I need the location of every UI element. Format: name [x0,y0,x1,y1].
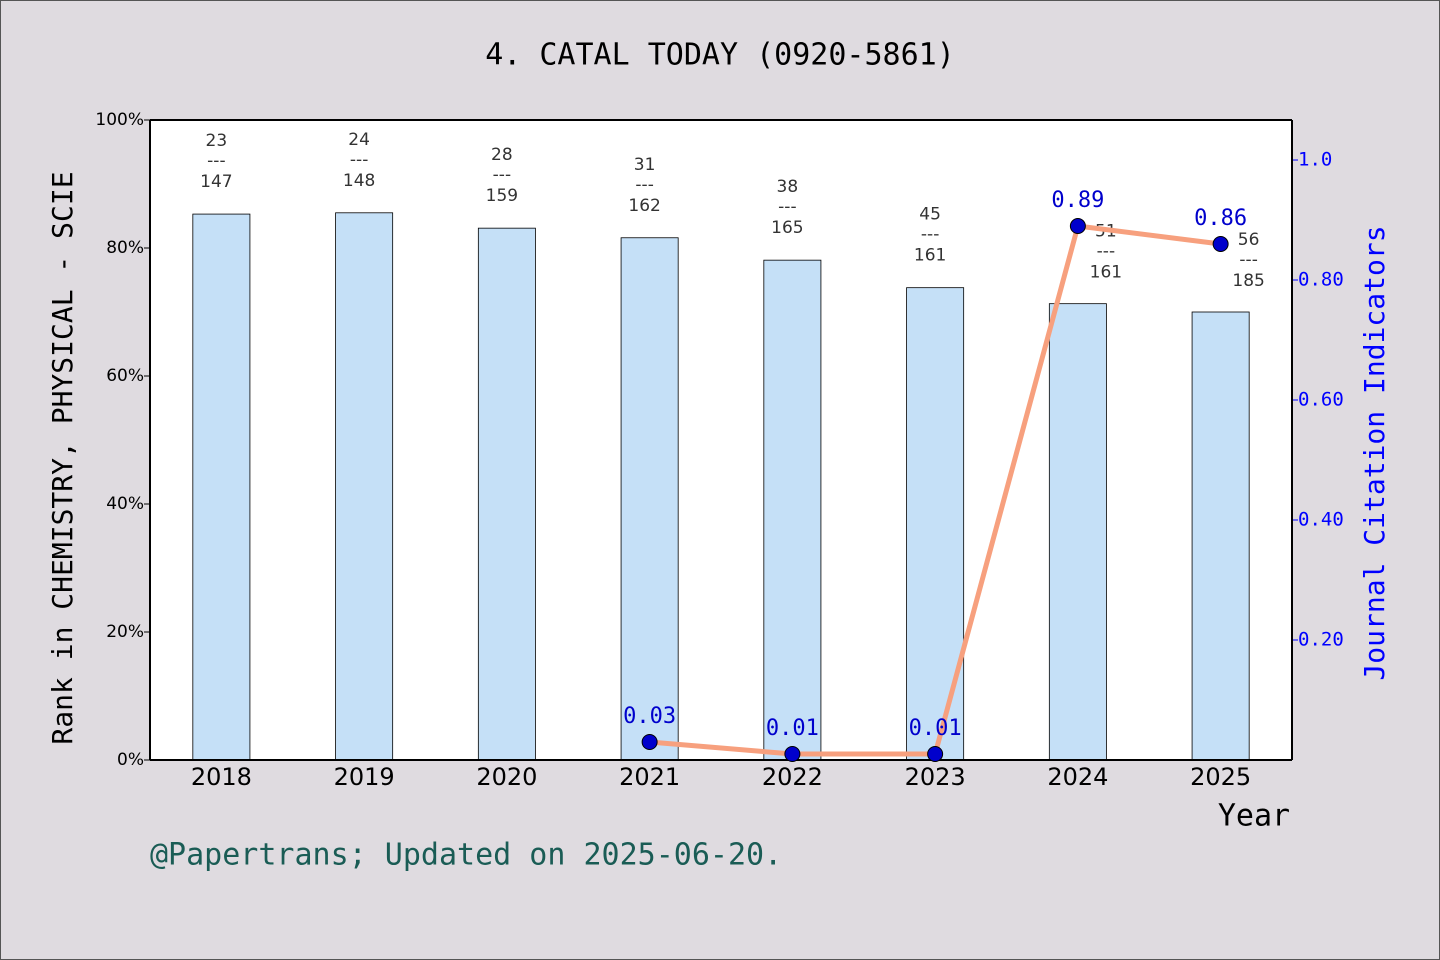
rank-separator: --- [1239,250,1257,270]
y-tick-label: 20% [106,622,144,642]
value-label: 0.01 [766,716,819,741]
plot-area [150,120,1292,760]
total-label: 165 [771,218,803,238]
line-marker [1212,236,1229,253]
total-label: 161 [1090,263,1122,283]
x-tick-label: 2024 [1047,763,1108,791]
line-marker [1069,218,1086,235]
value-label: 0.89 [1051,188,1104,213]
x-tick-label: 2023 [905,763,966,791]
line-marker [784,746,801,763]
bar [763,259,822,761]
x-tick-label: 2025 [1190,763,1251,791]
x-tick-label: 2019 [334,763,395,791]
chart-title: 4. CATAL TODAY (0920-5861) [485,38,955,73]
value-label: 0.01 [909,716,962,741]
x-tick-label: 2022 [762,763,823,791]
line-marker [927,746,944,763]
rank-separator: --- [778,197,796,217]
bar [477,227,536,761]
x-axis-label: Year [1218,799,1290,834]
rank-separator: --- [493,165,511,185]
value-label: 0.86 [1194,206,1247,231]
total-label: 161 [914,246,946,266]
footer: @Papertrans; Updated on 2025-06-20. [150,838,782,873]
rank-label: 28 [491,145,513,165]
total-label: 162 [628,196,660,216]
rank-label: 56 [1238,230,1260,250]
rank-label: 24 [348,130,370,150]
total-label: 159 [486,186,518,206]
bar [335,212,394,761]
y2-tick-label: 0.80 [1298,269,1344,291]
y-tick-label: 100% [95,110,144,130]
x-tick-label: 2020 [476,763,537,791]
rank-label: 23 [206,131,228,151]
rank-separator: --- [635,175,653,195]
bar [1048,303,1107,761]
bar [1191,311,1250,761]
y-tick-label: 40% [106,494,144,514]
y2-tick-label: 0.60 [1298,389,1344,411]
y2-tick-label: 0.40 [1298,509,1344,531]
bar [192,213,251,761]
y2-axis-label: Journal Citation Indicators [1358,225,1391,680]
y-axis-label: Rank in CHEMISTRY, PHYSICAL - SCIE [46,171,79,744]
y2-tick-label: 0.20 [1298,629,1344,651]
line-marker [641,734,658,751]
rank-separator: --- [350,150,368,170]
rank-separator: --- [1097,242,1115,262]
y-tick-label: 60% [106,366,144,386]
bar [620,237,679,761]
value-label: 0.03 [623,704,676,729]
y2-tick-label: 1.0 [1298,149,1332,171]
rank-separator: --- [921,225,939,245]
rank-label: 31 [634,155,656,175]
total-label: 148 [343,171,375,191]
rank-separator: --- [207,151,225,171]
y-tick-label: 0% [117,750,144,770]
total-label: 147 [200,172,232,192]
x-tick-label: 2021 [619,763,680,791]
x-tick-label: 2018 [191,763,252,791]
rank-label: 38 [777,177,799,197]
y-tick-label: 80% [106,238,144,258]
rank-label: 45 [919,205,941,225]
total-label: 185 [1232,271,1264,291]
